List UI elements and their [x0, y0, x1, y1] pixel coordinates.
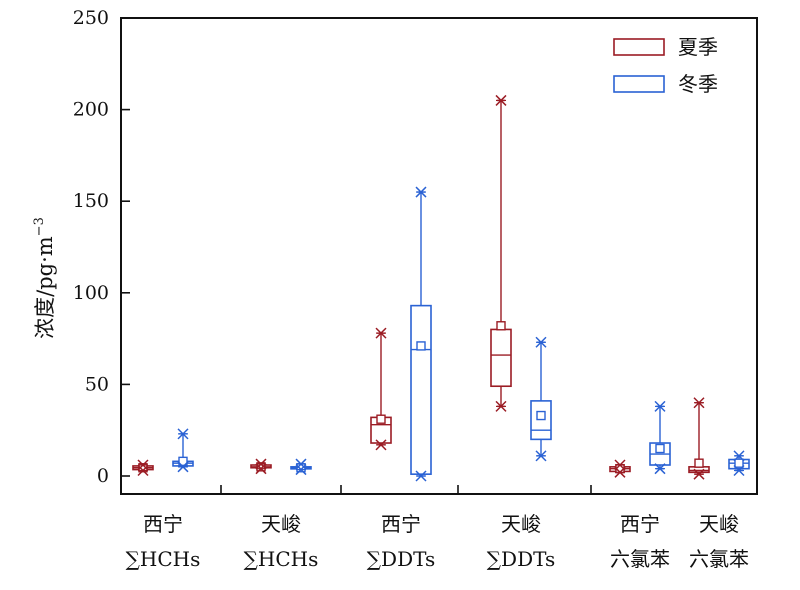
- x-category-label-line1: 西宁: [620, 512, 660, 536]
- box-iqr: [490, 328, 512, 388]
- legend-swatch: [613, 75, 665, 93]
- mean-marker: [138, 463, 148, 473]
- mean-marker: [536, 410, 546, 421]
- plot-frame: [120, 17, 758, 495]
- box-summer: [370, 327, 392, 451]
- box-summer: [132, 459, 154, 477]
- box-summer: [609, 459, 631, 478]
- x-category-label-line2: ∑HCHs: [244, 547, 319, 571]
- x-category-label-line1: 天峻: [699, 512, 739, 536]
- y-tick-label: 150: [73, 190, 109, 212]
- x-category-label-line2: ∑DDTs: [487, 547, 556, 571]
- mean-marker: [178, 456, 188, 467]
- legend-label: 夏季: [678, 35, 718, 59]
- y-axis-title-text: 浓度/pg·m: [33, 236, 57, 339]
- y-tick-label: 100: [73, 282, 109, 304]
- box-winter: [290, 458, 312, 476]
- box-winter: [172, 428, 194, 473]
- mean-marker: [256, 462, 266, 472]
- x-category-label-line2: ∑DDTs: [367, 547, 436, 571]
- box-iqr: [410, 304, 432, 475]
- x-category-label-line1: 天峻: [261, 512, 301, 536]
- y-tick-label: 250: [73, 7, 109, 29]
- mean-marker: [376, 414, 386, 424]
- mean-marker: [655, 443, 665, 454]
- y-axis-label: 浓度/pg·m−3: [32, 217, 57, 339]
- y-tick-label: 200: [73, 99, 109, 121]
- box-winter: [728, 450, 750, 477]
- legend-label: 冬季: [678, 72, 718, 96]
- y-tick-label: 50: [85, 373, 109, 395]
- x-category-label-line2: ∑HCHs: [126, 547, 201, 571]
- x-category-label-line1: 西宁: [381, 512, 421, 536]
- box-summer: [688, 397, 710, 480]
- x-category-label-line2: 六氯苯: [689, 547, 749, 571]
- x-category-label-line1: 西宁: [143, 512, 183, 536]
- mean-marker: [694, 458, 704, 468]
- legend-swatch: [613, 38, 665, 56]
- box-series: [132, 94, 750, 482]
- y-axis-title: 浓度/pg·m−3: [32, 217, 57, 339]
- box-winter: [410, 186, 432, 482]
- box-winter: [649, 400, 671, 475]
- y-axis-title-superscript: −3: [32, 217, 47, 236]
- plot-area-border: [120, 17, 758, 495]
- x-category-label-line1: 天峻: [501, 512, 541, 536]
- y-axis: 0 50 100 150 200 250: [73, 7, 592, 494]
- y-tick-label: 0: [97, 465, 109, 487]
- mean-marker: [496, 321, 506, 331]
- mean-marker: [416, 341, 426, 351]
- box-summer: [250, 458, 272, 475]
- mean-marker: [734, 458, 744, 468]
- box-summer: [490, 94, 512, 412]
- x-category-label-line2: 六氯苯: [610, 547, 670, 571]
- box-winter: [530, 336, 552, 462]
